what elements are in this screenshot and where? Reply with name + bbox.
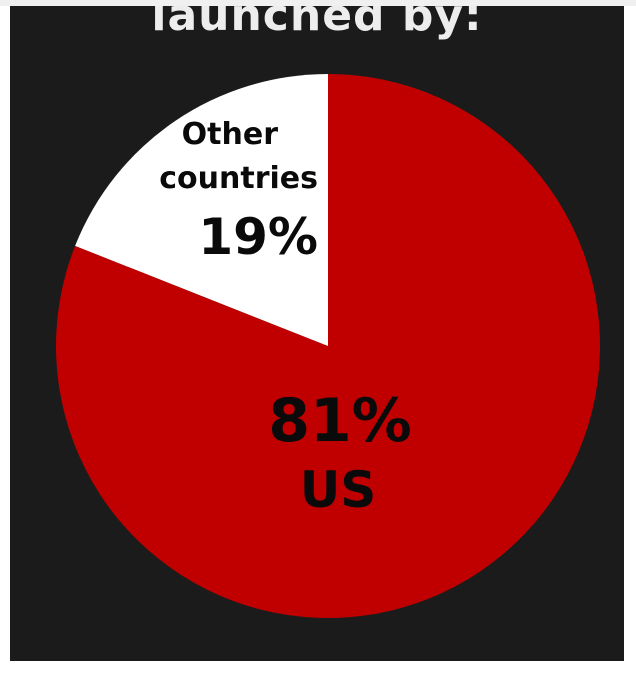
chart-title: launched by: — [151, 6, 483, 41]
pie-slice-other-countries — [75, 74, 328, 346]
pie-chart: 81%US Other countries 19% — [55, 74, 601, 618]
page-top-edge — [0, 0, 636, 6]
chart-frame: launched by: 81% US Other countries 19% — [10, 6, 624, 661]
slice-name-label-other-countries-line-2: countries — [159, 161, 318, 196]
slice-value-label-other-countries: 19% — [198, 208, 318, 266]
slice-name-label-other-countries-line-1: Other — [182, 117, 279, 152]
slice-name-label-us: US — [300, 461, 377, 519]
slice-value-label-us: 81% — [268, 386, 412, 456]
